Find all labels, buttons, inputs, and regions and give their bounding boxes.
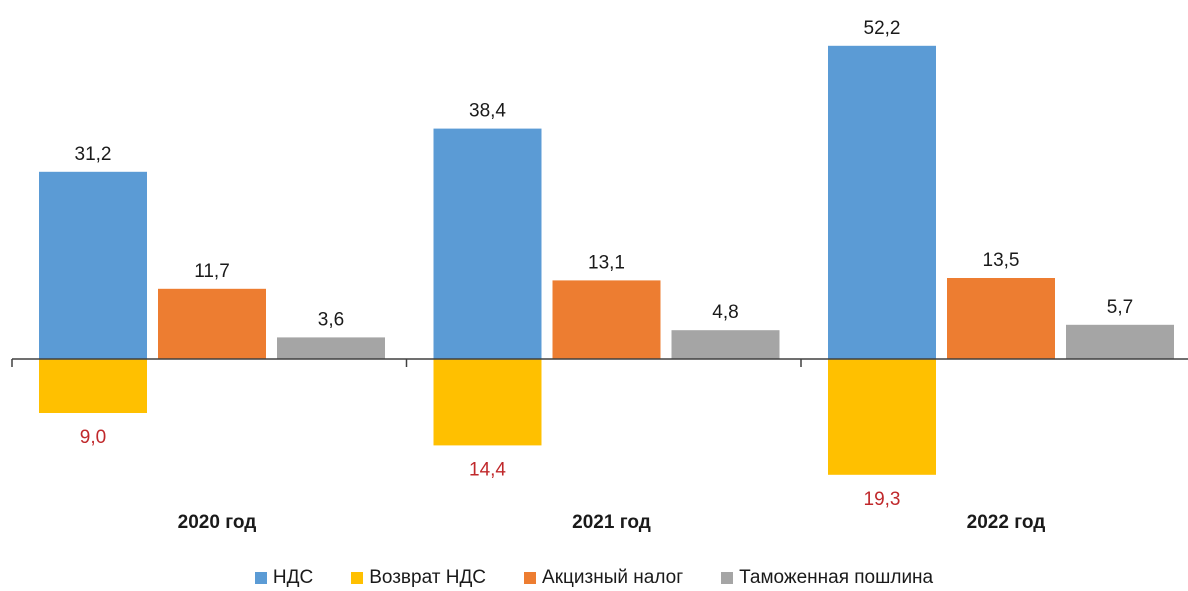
legend-swatch-vat [254,572,267,584]
category-label-2: 2021 год [572,512,651,533]
data-label-vat-refund-3: 19,3 [864,489,901,510]
bar-vat-refund-1 [39,359,147,413]
data-label-vat-2: 38,4 [469,101,506,122]
legend-label-excise-tax: Акцизный налог [542,567,684,588]
legend: НДС Возврат НДС Акцизный налог Таможенна… [0,566,1188,590]
data-label-excise-tax-3: 13,5 [983,250,1020,271]
bar-vat-3 [828,45,936,360]
data-label-excise-tax-2: 13,1 [588,252,625,273]
data-label-customs-duty-1: 3,6 [318,309,344,330]
category-label-3: 2022 год [967,512,1046,533]
legend-item-customs-duty: Таможенная пошлина [721,567,933,589]
legend-item-vat-refund: Возврат НДС [351,567,486,589]
legend-swatch-vat-refund [351,572,364,584]
legend-label-vat: НДС [272,567,314,588]
legend-swatch-customs-duty [721,572,734,584]
legend-label-customs-duty: Таможенная пошлина [739,567,934,588]
bar-vat-2 [433,128,542,359]
bar-vat-refund-2 [433,359,542,446]
bar-customs-duty-3 [1066,324,1174,359]
bar-excise-tax-2 [552,280,661,359]
bar-excise-tax-1 [158,288,266,359]
bar-vat-refund-3 [828,359,936,475]
bar-vat-1 [39,171,147,359]
data-label-excise-tax-1: 11,7 [194,261,230,282]
legend-item-vat: НДС [254,567,314,589]
data-label-customs-duty-2: 4,8 [712,302,738,323]
data-label-vat-3: 52,2 [864,18,901,39]
data-label-vat-refund-1: 9,0 [80,427,106,448]
category-label-1: 2020 год [178,512,257,533]
legend-label-vat-refund: Возврат НДС [369,567,487,588]
data-label-customs-duty-3: 5,7 [1107,297,1133,318]
data-label-vat-1: 31,2 [75,144,112,165]
data-label-vat-refund-2: 14,4 [469,459,506,480]
legend-item-excise-tax: Акцизный налог [524,567,683,589]
bar-customs-duty-1 [277,337,385,359]
bar-excise-tax-3 [947,278,1055,359]
legend-swatch-excise-tax [524,572,537,584]
bar-customs-duty-2 [671,330,780,359]
chart-canvas: 31,2 9,0 11,7 3,6 2020 год 38,4 14,4 13,1 4,8 202… [11,18,1188,533]
